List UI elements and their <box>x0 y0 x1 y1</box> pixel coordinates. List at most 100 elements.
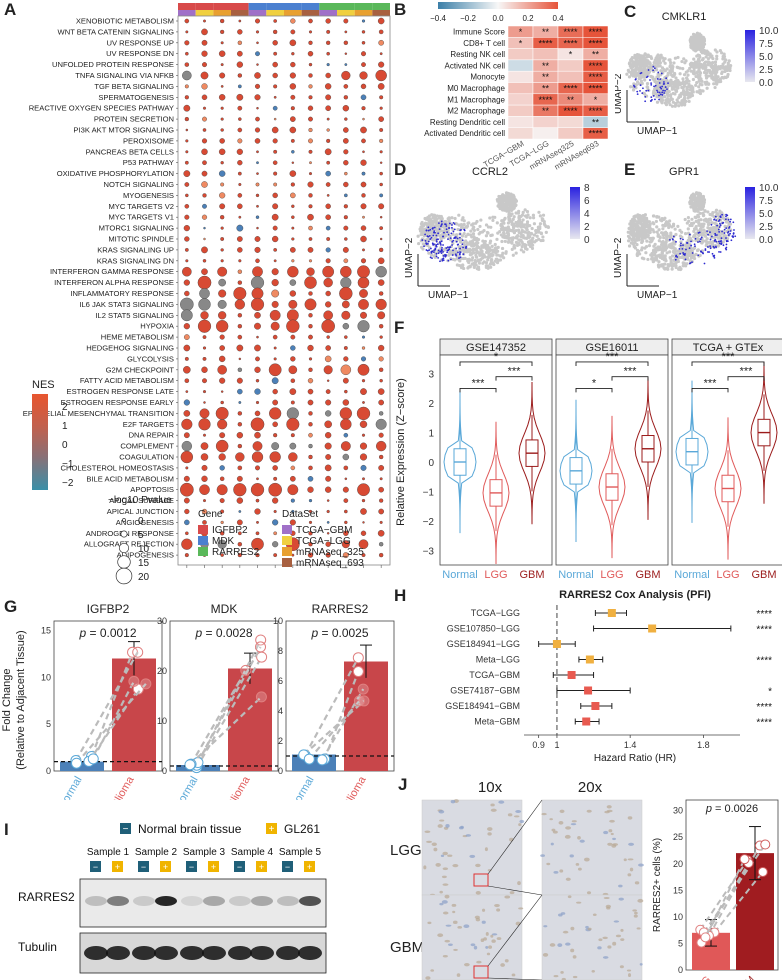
dot <box>238 182 242 187</box>
p-italic: p <box>194 626 205 640</box>
gene-bar-cell <box>231 3 249 10</box>
umap-cell <box>674 79 678 83</box>
umap-cell-expressing <box>428 249 431 251</box>
sample-label: Sample 1 <box>87 847 130 858</box>
umap-cell-expressing <box>440 240 443 243</box>
dot <box>272 160 278 165</box>
umap-cell <box>718 234 722 238</box>
umap-cell-expressing <box>690 240 692 243</box>
umap-cell <box>714 208 719 212</box>
dot <box>238 19 242 23</box>
pathway-label: TNFA SIGNALING VIA NFKB <box>75 71 174 80</box>
ihc-cell <box>597 946 602 950</box>
umap-cell <box>526 240 531 244</box>
dot <box>325 301 332 308</box>
sig-stars: * <box>494 351 499 363</box>
dot <box>343 149 349 155</box>
umap-cell <box>471 251 476 255</box>
umap-colorbar-tick: 7.5 <box>759 39 773 50</box>
umap-cell <box>649 66 654 70</box>
g-facet-title: IGFBP2 <box>87 602 130 616</box>
umap-cell-expressing <box>427 226 430 229</box>
umap-cell-expressing <box>642 87 644 90</box>
umap-cell-expressing <box>429 256 432 259</box>
umap-cell-expressing <box>437 249 440 252</box>
gene-bar-cell <box>319 3 337 10</box>
umap-cell <box>637 73 642 77</box>
dot <box>379 106 383 110</box>
ihc-cell <box>636 927 641 930</box>
dot <box>273 433 278 438</box>
umap-cell-expressing <box>708 251 711 253</box>
umap-cell <box>688 66 692 70</box>
dot <box>308 531 313 536</box>
umap-cell <box>472 243 477 247</box>
dataset-bar-cell <box>372 10 390 16</box>
umap-cell <box>520 213 525 217</box>
umap-cell <box>633 219 637 223</box>
dot <box>273 51 278 56</box>
umap-cell-expressing <box>433 231 435 234</box>
dot <box>256 63 259 66</box>
dot <box>237 247 243 253</box>
dot <box>255 356 260 362</box>
dot <box>341 310 351 320</box>
umap-cell <box>486 255 490 259</box>
dot <box>184 519 190 526</box>
umap-cell <box>636 231 640 235</box>
dot <box>344 171 348 176</box>
heatmap-cell <box>507 59 534 72</box>
dot <box>202 335 207 339</box>
umap-cell <box>675 98 679 102</box>
umap-cell <box>633 246 638 250</box>
dot <box>343 160 349 166</box>
dot <box>325 552 331 558</box>
umap-cell <box>669 257 673 262</box>
umap-cell-expressing <box>650 82 653 85</box>
dot <box>203 19 206 23</box>
umap-cell <box>676 259 681 264</box>
heatmap-cell <box>557 59 584 72</box>
umap-cell-expressing <box>679 244 682 247</box>
heatmap-star: **** <box>588 61 603 71</box>
umap-cell <box>515 222 519 227</box>
umap-cell-expressing <box>710 235 713 238</box>
panel-label-i: I <box>4 820 9 839</box>
umap-cell <box>673 92 677 96</box>
umap-cell-expressing <box>653 85 655 88</box>
dot <box>324 442 332 450</box>
umap-cell <box>691 221 696 225</box>
umap-cell <box>643 216 647 220</box>
umap-cell <box>637 76 641 80</box>
dot <box>340 441 351 452</box>
panel-label-g: G <box>4 597 18 616</box>
dot <box>326 63 330 67</box>
umap-cell-expressing <box>659 78 662 81</box>
dataset-bar-cell <box>301 10 320 16</box>
violin <box>634 377 662 520</box>
ihc-cell <box>585 925 589 929</box>
umap-cell <box>692 227 697 231</box>
umap-cell-expressing <box>661 91 664 94</box>
dot <box>203 226 206 230</box>
g-point-glioma <box>352 652 364 664</box>
umap-cell <box>695 47 700 51</box>
umap-cell-expressing <box>713 218 715 221</box>
dot <box>308 509 313 514</box>
umap-cell <box>421 224 426 228</box>
umap-cell <box>689 252 693 256</box>
j-ytick: 10 <box>673 912 683 922</box>
umap-cell-expressing <box>672 238 674 241</box>
dot <box>360 508 367 515</box>
dot <box>326 194 330 197</box>
pval-tick: 5 <box>138 530 144 541</box>
umap-cell-expressing <box>732 221 735 224</box>
dot <box>342 399 350 406</box>
umap-cell <box>477 245 481 250</box>
h-star: **** <box>756 656 772 667</box>
g-pvalue: p = 0.0025 <box>310 626 368 640</box>
umap-cell <box>706 68 710 72</box>
umap-cell <box>689 246 693 250</box>
umap-cell-expressing <box>647 89 650 92</box>
dot <box>308 520 313 524</box>
